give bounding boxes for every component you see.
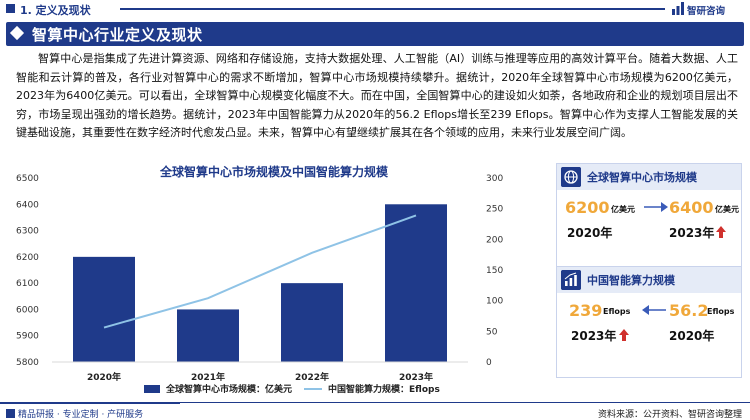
globe-icon [561,167,581,187]
chart-svg: 全球智算中心市场规模及中国智能算力规模 5800 5900 6000 6100 6200… [16,164,503,395]
bar [385,204,447,362]
page-title: 智算中心行业定义及现状 [32,26,203,44]
legend-label: 全球智算中心市场规模：亿美元 [165,383,292,395]
card-title: 中国智能算力规模 [587,274,675,287]
right-tick-label: 0 [486,358,492,368]
to-value: 6400 [669,198,714,217]
legend-swatch-bar [144,385,160,393]
chart-title: 全球智算中心市场规模及中国智能算力规模 [159,164,389,179]
x-tick-label: 2023年 [399,371,433,383]
right-tick-label: 250 [486,205,503,215]
bar [177,309,239,362]
left-axis: 5800 5900 6000 6100 6200 6300 6400 6500 [16,174,39,368]
bar [73,256,135,362]
left-tick-label: 6300 [16,227,39,237]
arrow-right-icon [644,202,668,212]
top-bar: 1. 定义及现状 智研咨询 [0,0,750,18]
section-title: 1. 定义及现状 [20,4,91,17]
to-unit: 亿美元 [715,205,739,214]
footer-rule-accent [0,402,180,404]
card-title: 全球智算中心市场规模 [587,171,697,184]
right-tick-label: 100 [486,297,503,307]
card-header: 中国智能算力规模 [557,267,741,293]
global-market-card: 全球智算中心市场规模 6200 亿美元 6400 亿美元 2020年 2023年 [556,163,742,275]
source-note: 资料来源：公开资料、智研咨询整理 [597,410,742,420]
up-arrow-icon [619,329,629,341]
right-tick-label: 50 [486,327,498,337]
brand-logo-icon [672,2,684,15]
from-value: 6200 [565,198,610,217]
line-series [103,214,417,329]
chart-legend: 全球智算中心市场规模：亿美元 中国智能算力规模：Eflops [144,383,440,395]
from-unit: 亿美元 [611,205,635,214]
to-unit: Eflops [707,307,735,316]
left-tick-label: 6100 [16,279,39,289]
from-unit: Eflops [603,307,631,316]
x-axis: 2020年 2021年 2022年 2023年 [52,361,468,383]
left-tick-label: 6400 [16,200,39,210]
to-value: 56.2 [669,301,709,320]
footer-rule [0,402,750,403]
heading-banner: 智算中心行业定义及现状 [6,22,744,46]
section-marker [6,4,15,13]
x-tick-label: 2022年 [295,371,329,383]
arrow-left-icon [642,305,666,315]
right-tick-label: 300 [486,174,503,184]
header-rule [120,8,665,10]
legend-label: 中国智能算力规模：Eflops [328,383,440,395]
combo-chart: 全球智算中心市场规模及中国智能算力规模 5800 5900 6000 6100 6200… [0,160,548,408]
footer-slogan: 精品研报 · 专业定制 · 产研服务 [6,407,143,420]
from-value: 239 [569,301,603,320]
from-year: 2020年 [567,226,613,240]
from-year: 2023年 [571,329,617,343]
to-year: 2023年 [669,226,715,240]
right-tick-label: 150 [486,266,503,276]
right-axis: 0 50 100 150 200 250 300 [486,174,503,368]
left-tick-label: 5800 [16,358,39,368]
bar-series [73,204,447,362]
to-year: 2020年 [669,329,715,343]
bar [281,283,343,362]
left-tick-label: 6500 [16,174,39,184]
series-line [103,214,417,329]
up-arrow-icon [716,226,726,238]
china-compute-card: 中国智能算力规模 239 Eflops 56.2 Eflops 2023年 20… [556,266,742,378]
x-tick-label: 2021年 [191,371,225,383]
bar-chart-icon [561,270,581,290]
left-tick-label: 5900 [16,332,39,342]
card-header: 全球智算中心市场规模 [557,164,741,190]
brand-name: 智研咨询 [687,6,726,17]
left-tick-label: 6200 [16,253,39,263]
x-tick-label: 2020年 [87,371,121,383]
footer-slogan-text: 精品研报 · 专业定制 · 产研服务 [18,410,144,420]
left-tick-label: 6000 [16,305,39,315]
diamond-icon [9,25,25,41]
intro-paragraph: 智算中心是指集成了先进计算资源、网络和存储设施，支持大数据处理、人工智能（AI）… [16,52,738,140]
right-tick-label: 200 [486,235,503,245]
footer-logo-icon [6,409,15,418]
